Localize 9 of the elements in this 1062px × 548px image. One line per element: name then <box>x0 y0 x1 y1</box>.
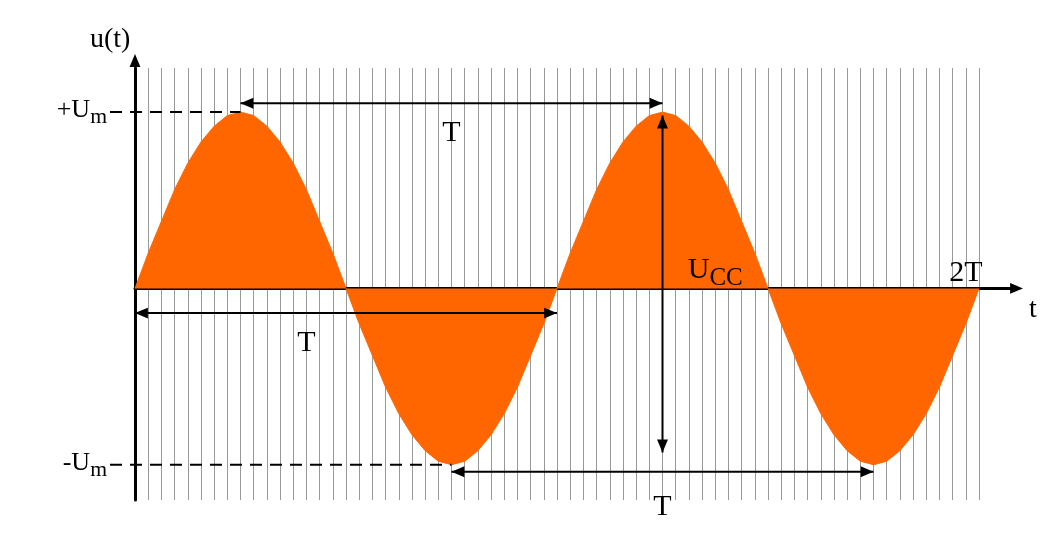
x-axis-title: t <box>1029 292 1037 324</box>
y-axis-title: u(t) <box>90 22 131 53</box>
annotation: T <box>297 324 316 358</box>
text: -U$_{m}$ <box>62 446 107 481</box>
annotation: 2T <box>949 253 983 287</box>
annotation: U$_{CC}$ <box>687 250 743 290</box>
text: T <box>653 488 672 522</box>
text: +U$_{m}$ <box>56 94 107 129</box>
annotation: T <box>442 114 461 148</box>
